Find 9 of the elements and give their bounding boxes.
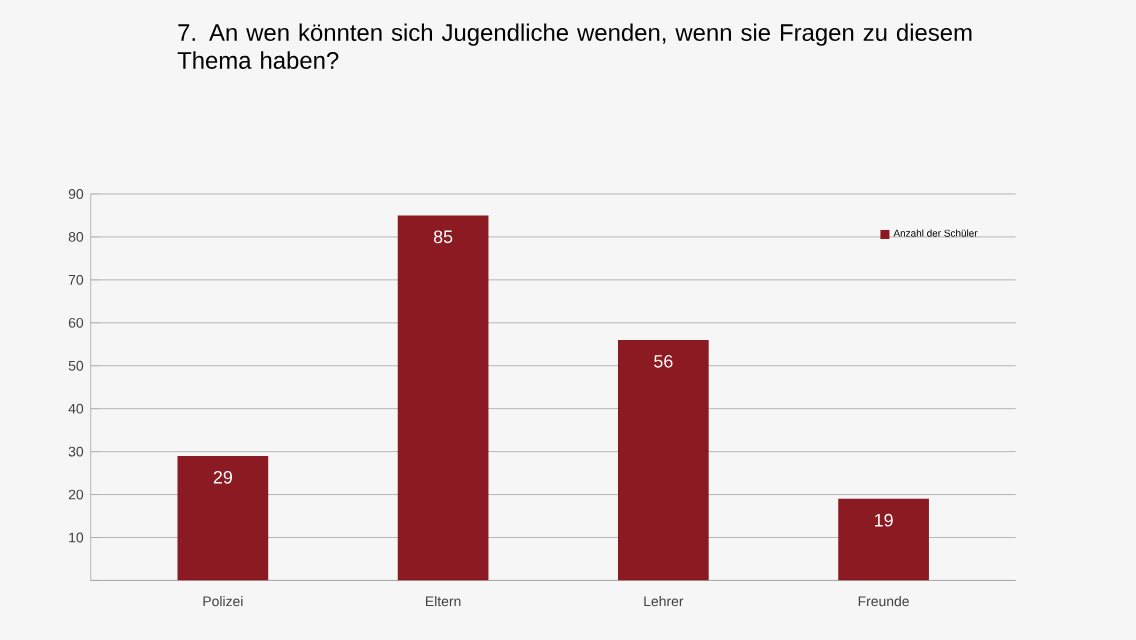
bar (838, 498, 929, 581)
data-label: 85 (433, 230, 453, 244)
data-label: 29 (213, 470, 232, 484)
data-label: 56 (654, 354, 673, 368)
bar (618, 339, 709, 581)
chart-title: 7. An wen könnten sich Jugendliche wenden, wenn sie Fragen zu diesem Thema haben? (177, 23, 972, 69)
bar (177, 455, 269, 581)
data-label: 19 (874, 513, 893, 527)
bar (397, 215, 489, 581)
